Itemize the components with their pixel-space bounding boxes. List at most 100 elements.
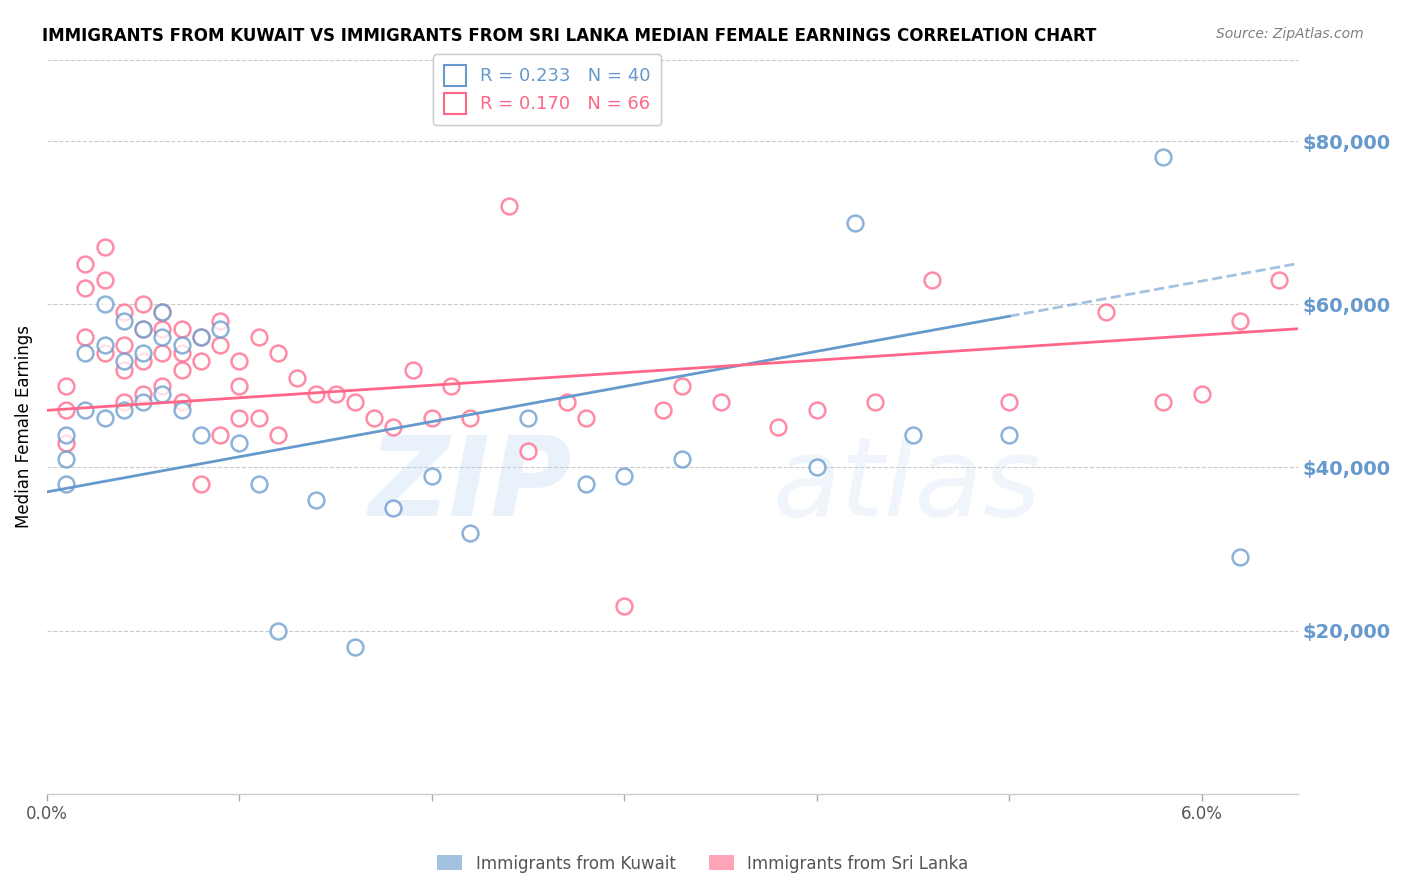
- Point: [363, 411, 385, 425]
- Point: [1229, 313, 1251, 327]
- Point: [325, 387, 347, 401]
- Point: [343, 395, 366, 409]
- Point: [75, 256, 97, 270]
- Point: [55, 476, 77, 491]
- Point: [247, 476, 270, 491]
- Point: [75, 330, 97, 344]
- Point: [998, 395, 1021, 409]
- Point: [132, 322, 155, 336]
- Point: [401, 362, 423, 376]
- Point: [460, 525, 482, 540]
- Point: [382, 419, 405, 434]
- Point: [420, 468, 443, 483]
- Text: IMMIGRANTS FROM KUWAIT VS IMMIGRANTS FROM SRI LANKA MEDIAN FEMALE EARNINGS CORRE: IMMIGRANTS FROM KUWAIT VS IMMIGRANTS FRO…: [42, 27, 1097, 45]
- Point: [613, 468, 636, 483]
- Text: ZIP: ZIP: [368, 432, 572, 539]
- Point: [671, 379, 693, 393]
- Point: [247, 330, 270, 344]
- Point: [93, 297, 115, 311]
- Point: [844, 216, 866, 230]
- Point: [112, 313, 135, 327]
- Point: [93, 273, 115, 287]
- Point: [228, 379, 250, 393]
- Point: [132, 322, 155, 336]
- Point: [517, 444, 540, 458]
- Point: [112, 305, 135, 319]
- Point: [921, 273, 943, 287]
- Point: [112, 403, 135, 417]
- Point: [420, 411, 443, 425]
- Y-axis label: Median Female Earnings: Median Female Earnings: [15, 326, 32, 528]
- Point: [1268, 273, 1291, 287]
- Point: [1229, 550, 1251, 565]
- Point: [267, 427, 290, 442]
- Point: [93, 338, 115, 352]
- Point: [209, 427, 232, 442]
- Point: [132, 387, 155, 401]
- Point: [613, 599, 636, 613]
- Point: [132, 346, 155, 360]
- Point: [1152, 395, 1174, 409]
- Point: [267, 624, 290, 638]
- Point: [132, 395, 155, 409]
- Point: [93, 411, 115, 425]
- Point: [440, 379, 463, 393]
- Point: [75, 281, 97, 295]
- Point: [112, 354, 135, 368]
- Point: [768, 419, 790, 434]
- Point: [228, 354, 250, 368]
- Point: [93, 346, 115, 360]
- Point: [806, 403, 828, 417]
- Legend: Immigrants from Kuwait, Immigrants from Sri Lanka: Immigrants from Kuwait, Immigrants from …: [430, 848, 976, 880]
- Point: [382, 501, 405, 516]
- Point: [190, 476, 212, 491]
- Point: [709, 395, 731, 409]
- Point: [806, 460, 828, 475]
- Point: [305, 387, 328, 401]
- Point: [150, 330, 173, 344]
- Point: [112, 362, 135, 376]
- Point: [575, 476, 598, 491]
- Point: [190, 354, 212, 368]
- Point: [150, 305, 173, 319]
- Point: [651, 403, 673, 417]
- Point: [285, 370, 308, 384]
- Point: [517, 411, 540, 425]
- Point: [190, 427, 212, 442]
- Point: [150, 322, 173, 336]
- Point: [267, 346, 290, 360]
- Point: [93, 240, 115, 254]
- Point: [170, 403, 193, 417]
- Point: [132, 297, 155, 311]
- Point: [112, 338, 135, 352]
- Point: [305, 493, 328, 508]
- Point: [170, 346, 193, 360]
- Point: [150, 379, 173, 393]
- Point: [498, 199, 520, 213]
- Point: [209, 322, 232, 336]
- Legend: R = 0.233   N = 40, R = 0.170   N = 66: R = 0.233 N = 40, R = 0.170 N = 66: [433, 54, 661, 125]
- Point: [170, 338, 193, 352]
- Point: [190, 330, 212, 344]
- Point: [228, 436, 250, 450]
- Point: [55, 379, 77, 393]
- Point: [1152, 151, 1174, 165]
- Point: [150, 305, 173, 319]
- Point: [1094, 305, 1116, 319]
- Point: [170, 322, 193, 336]
- Point: [170, 395, 193, 409]
- Point: [55, 403, 77, 417]
- Point: [209, 313, 232, 327]
- Point: [55, 427, 77, 442]
- Point: [247, 411, 270, 425]
- Text: atlas: atlas: [772, 432, 1042, 539]
- Point: [150, 346, 173, 360]
- Point: [863, 395, 886, 409]
- Point: [209, 338, 232, 352]
- Point: [671, 452, 693, 467]
- Point: [150, 387, 173, 401]
- Point: [75, 346, 97, 360]
- Text: Source: ZipAtlas.com: Source: ZipAtlas.com: [1216, 27, 1364, 41]
- Point: [190, 330, 212, 344]
- Point: [460, 411, 482, 425]
